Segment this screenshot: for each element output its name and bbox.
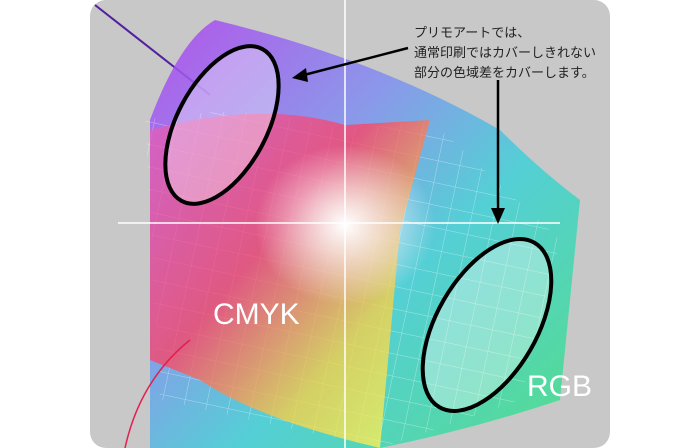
annotation-line: プリモアートでは、 [414,26,531,41]
annotation-line: 通常印刷ではカバーしきれない [414,46,597,61]
annotation-text: プリモアートでは、 通常印刷ではカバーしきれない 部分の色域差をカバーします。 [414,24,596,84]
rgb-extra-region-ellipse-bottom [420,237,554,413]
arrow-down-head [491,208,505,224]
rgb-label: RGB [527,370,593,403]
red-edge-line [124,339,191,448]
rgb-extra-region-ellipse-top [163,44,281,206]
arrow-top-head [292,68,308,82]
arrow-top [299,46,409,78]
annotation-line: 部分の色域差をカバーします。 [414,66,595,81]
cmyk-label: CMYK [213,298,300,331]
